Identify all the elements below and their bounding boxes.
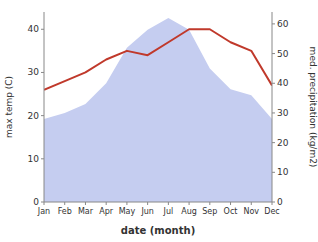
y2-tick: [272, 53, 275, 54]
y2-tick-label: 60: [277, 19, 289, 29]
x-tick-label: Dec: [264, 207, 279, 216]
y2-tick: [272, 112, 275, 113]
x-tick: [251, 202, 252, 205]
chart: 0 10 20 30 40 0 10 20 30 40 50 60 Jan Feb Mar Apr May Jun…: [0, 0, 318, 242]
y2-tick-label: 20: [277, 138, 289, 148]
y2-tick-label: 50: [277, 49, 289, 59]
y2-tick-label: 10: [277, 167, 289, 177]
plot-area: [44, 18, 272, 202]
y2-axis-label: med. precipitation (kg/m2): [308, 47, 318, 168]
x-tick-label: Jul: [163, 207, 174, 216]
y-tick-label: 40: [28, 24, 40, 34]
x-tick: [126, 202, 127, 205]
precipitation-area: [44, 18, 272, 202]
y2-tick-label: 30: [277, 108, 289, 118]
x-axis-line: [44, 202, 272, 203]
y2-tick-label: 0: [277, 197, 283, 207]
x-tick-label: Sep: [202, 207, 217, 216]
x-tick: [189, 202, 190, 205]
x-tick-label: Apr: [99, 207, 114, 216]
x-tick-label: Mar: [78, 207, 94, 216]
y-tick: [41, 158, 44, 159]
y-axis-label: max temp (C): [4, 76, 14, 138]
x-tick: [106, 202, 107, 205]
x-tick-label: Feb: [58, 207, 72, 216]
y2-tick: [272, 172, 275, 173]
y-tick-label: 30: [28, 67, 40, 77]
x-tick: [64, 202, 65, 205]
x-tick-label: Nov: [243, 207, 259, 216]
x-tick: [44, 202, 45, 205]
temperature-line: [44, 29, 272, 89]
x-axis-label: date (month): [121, 225, 195, 236]
x-tick: [168, 202, 169, 205]
y2-tick: [272, 142, 275, 143]
y2-tick: [272, 23, 275, 24]
y-tick: [41, 29, 44, 30]
x-tick-label: Jan: [37, 207, 50, 216]
x-tick-label: Jun: [140, 207, 154, 216]
y2-tick: [272, 83, 275, 84]
x-tick: [209, 202, 210, 205]
x-tick: [230, 202, 231, 205]
y-tick-label: 20: [28, 111, 40, 121]
x-tick-label: Oct: [224, 207, 238, 216]
x-tick: [85, 202, 86, 205]
x-tick: [272, 202, 273, 205]
y-tick: [41, 115, 44, 116]
x-tick-label: Aug: [181, 207, 197, 216]
x-tick-label: May: [119, 207, 136, 216]
y2-tick-label: 40: [277, 78, 289, 88]
y2-axis-line: [272, 12, 273, 202]
y-axis-line: [44, 12, 45, 202]
y-tick: [41, 72, 44, 73]
y-tick-label: 10: [28, 154, 40, 164]
y-tick-label: 0: [33, 197, 39, 207]
x-tick: [147, 202, 148, 205]
